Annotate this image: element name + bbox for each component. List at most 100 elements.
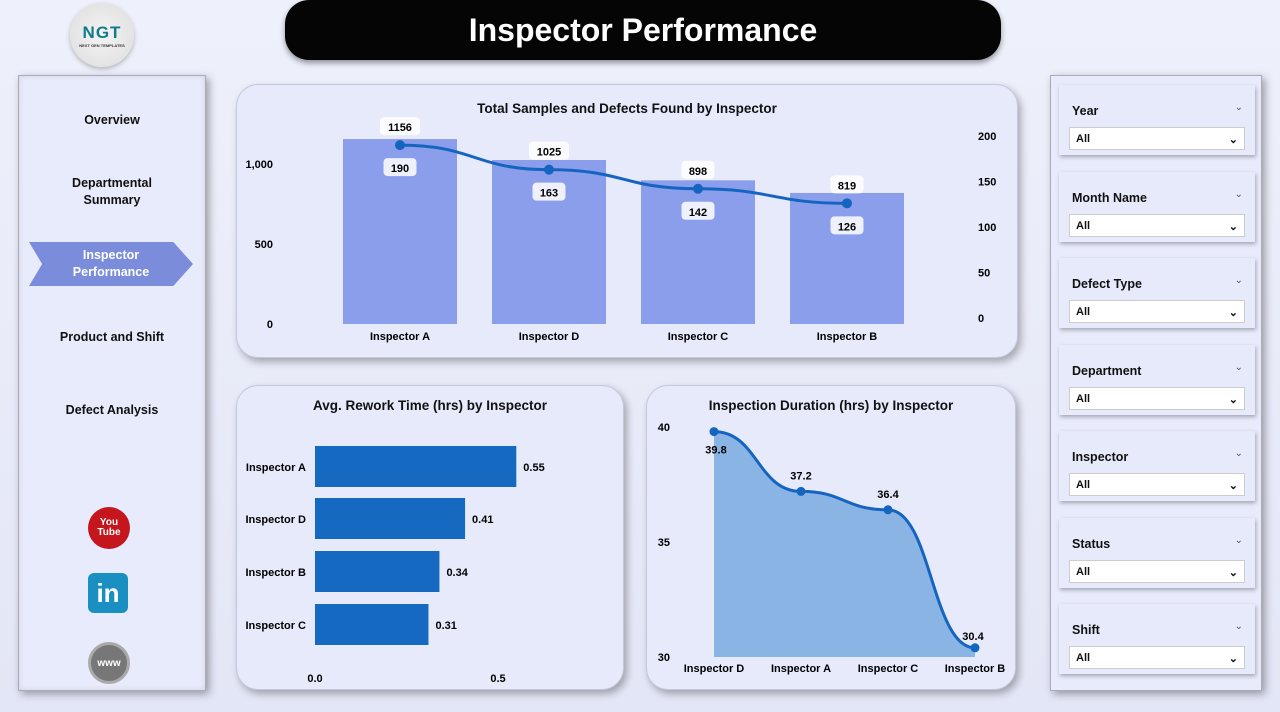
collapse-chevron-icon[interactable]: ⌄ [1234, 275, 1243, 286]
youtube-icon[interactable]: You Tube [88, 507, 130, 549]
y-left-tick: 1,000 [245, 159, 273, 171]
filter-panel: Year ⌄ All ⌄ Month Name ⌄ All ⌄ Defect Type … [1050, 75, 1262, 691]
slicer-value: All [1076, 479, 1091, 491]
nav-overview[interactable]: Overview [84, 113, 140, 127]
chevron-down-icon: ⌄ [1228, 653, 1238, 665]
defects-data-label: 190 [391, 163, 409, 175]
slicer-defect-type: Defect Type ⌄ All ⌄ [1059, 258, 1255, 328]
defects-data-label-bg [830, 216, 864, 235]
defects-data-label-bg [532, 182, 566, 201]
logo-text: NGT [82, 22, 122, 42]
collapse-chevron-icon[interactable]: ⌄ [1234, 361, 1243, 373]
slicer-dropdown[interactable]: All ⌄ [1069, 213, 1245, 237]
data-label: 0.34 [446, 567, 468, 579]
defects-point [395, 140, 405, 151]
chevron-down-icon: ⌄ [1228, 480, 1238, 492]
collapse-chevron-icon[interactable]: ⌄ [1234, 102, 1243, 113]
linkedin-icon[interactable]: in [88, 573, 128, 613]
slicer-dropdown[interactable]: All ⌄ [1069, 127, 1245, 150]
chevron-down-icon: ⌄ [1228, 220, 1238, 233]
x-tick: Inspector A [370, 331, 430, 343]
logo-subtext: NEXT GEN TEMPLATES [79, 42, 125, 48]
slicer-label: Month Name [1072, 190, 1147, 205]
slicer-label: Year [1072, 104, 1099, 118]
y-tick: 30 [658, 652, 670, 664]
slicer-shift: Shift ⌄ All ⌄ [1059, 604, 1255, 674]
samples-data-label-bg [681, 160, 715, 179]
y-tick: Inspector A [246, 462, 306, 474]
slicer-value: All [1076, 306, 1091, 318]
x-tick: Inspector C [858, 663, 919, 675]
data-label: 0.55 [523, 462, 544, 474]
slicer-dropdown[interactable]: All ⌄ [1069, 300, 1245, 323]
y-tick: Inspector D [245, 514, 306, 526]
x-tick: Inspector B [945, 663, 1006, 675]
slicer-status: Status ⌄ All ⌄ [1059, 517, 1255, 588]
y-tick: Inspector C [245, 620, 306, 632]
slicer-label: Shift [1072, 623, 1100, 637]
slicer-label: Defect Type [1072, 277, 1142, 291]
defects-data-label: 163 [540, 188, 558, 200]
nav-inspector-performance[interactable]: Inspector Performance [29, 242, 193, 286]
x-tick: 0.5 [490, 673, 505, 685]
slicer-dropdown[interactable]: All ⌄ [1069, 646, 1245, 669]
y-tick: 40 [658, 422, 670, 434]
data-label: 37.2 [790, 470, 811, 482]
data-label: 30.4 [962, 631, 984, 643]
slicer-value: All [1076, 392, 1091, 405]
defects-point [544, 164, 554, 175]
x-tick: Inspector C [668, 331, 729, 343]
duration-point [796, 486, 806, 496]
chevron-down-icon: ⌄ [1228, 134, 1238, 146]
slicer-dropdown[interactable]: All ⌄ [1069, 386, 1245, 410]
bar-rework-time [315, 498, 466, 539]
page-title: Inspector Performance [285, 0, 1001, 60]
samples-data-label: 898 [689, 166, 707, 178]
slicer-dropdown[interactable]: All ⌄ [1069, 559, 1245, 583]
logo: NGT NEXT GEN TEMPLATES [70, 3, 134, 67]
defects-data-label: 142 [689, 207, 707, 219]
chevron-down-icon: ⌄ [1228, 566, 1238, 579]
slicer-department: Department ⌄ All ⌄ [1059, 344, 1255, 415]
x-tick: Inspector A [771, 663, 831, 675]
y-right-tick: 50 [978, 268, 990, 280]
defects-line [399, 143, 848, 205]
collapse-chevron-icon[interactable]: ⌄ [1234, 448, 1243, 459]
slicer-value: All [1076, 219, 1091, 232]
nav-departmental-summary[interactable]: Departmental Summary [72, 176, 152, 207]
slicer-month-name: Month Name ⌄ All ⌄ [1059, 171, 1255, 242]
duration-line [713, 430, 976, 650]
slicer-value: All [1076, 652, 1091, 664]
duration-point [709, 427, 719, 437]
slicer-label: Inspector [1072, 450, 1129, 464]
collapse-chevron-icon[interactable]: ⌄ [1234, 188, 1243, 200]
bar-rework-time [315, 551, 440, 592]
nav-label: Inspector Performance [72, 248, 150, 279]
y-tick: Inspector B [245, 567, 306, 579]
data-label: 0.41 [472, 514, 493, 526]
nav-product-and-shift[interactable]: Product and Shift [59, 330, 165, 344]
chevron-down-icon: ⌄ [1228, 307, 1238, 319]
slicer-value: All [1076, 565, 1091, 578]
collapse-chevron-icon[interactable]: ⌄ [1234, 534, 1243, 546]
y-right-tick: 200 [978, 131, 996, 143]
nav-defect-analysis[interactable]: Defect Analysis [65, 403, 159, 417]
samples-data-label: 1025 [537, 147, 561, 159]
defects-data-label-bg [383, 158, 417, 177]
samples-data-label-bg [529, 141, 569, 160]
defects-point [842, 198, 852, 209]
y-right-tick: 0 [978, 313, 984, 325]
x-tick: 0.0 [307, 673, 322, 685]
chart-title: Inspection Duration (hrs) by Inspector [708, 398, 954, 413]
slicer-value: All [1076, 133, 1091, 145]
slicer-dropdown[interactable]: All ⌄ [1069, 473, 1245, 496]
collapse-chevron-icon[interactable]: ⌄ [1234, 621, 1243, 632]
data-label: 0.31 [435, 620, 456, 632]
y-left-tick: 500 [255, 239, 273, 251]
bar-total-samples [790, 192, 904, 324]
website-globe-icon[interactable]: www [88, 642, 130, 684]
data-label: 36.4 [877, 489, 899, 501]
samples-data-label-bg [380, 117, 420, 136]
slicer-year: Year ⌄ All ⌄ [1059, 85, 1255, 155]
